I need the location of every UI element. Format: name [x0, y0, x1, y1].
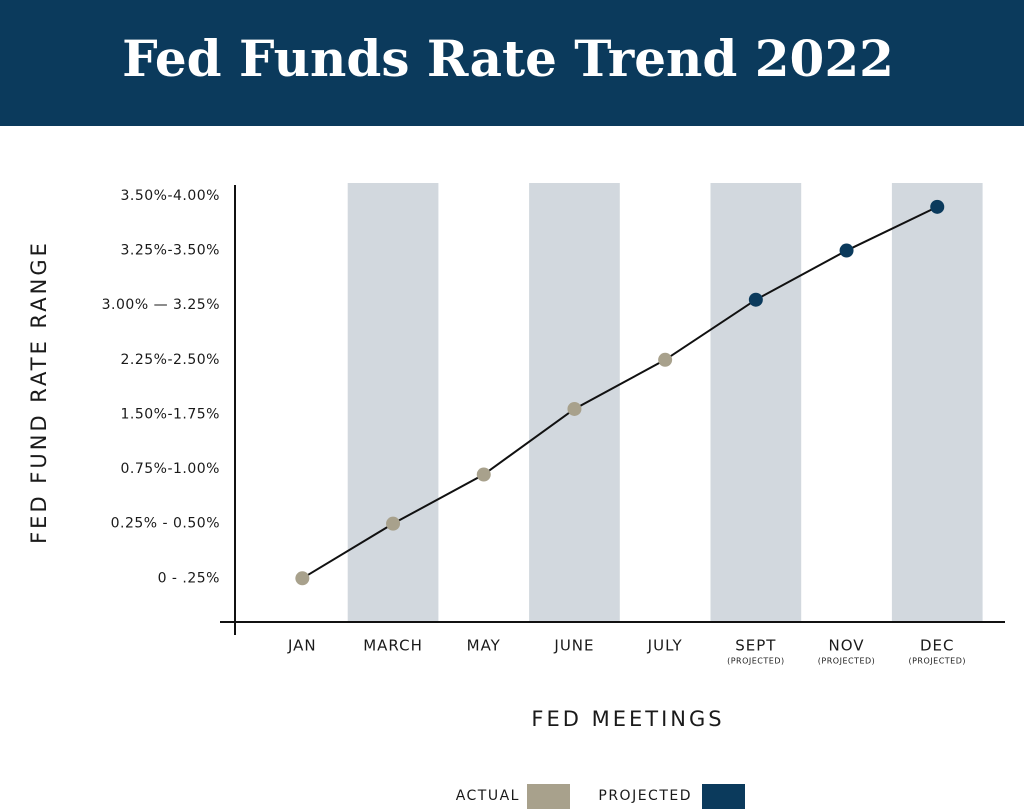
x-tick-label: MARCH	[363, 637, 423, 655]
data-point	[748, 292, 763, 307]
legend-label: ACTUAL	[456, 788, 520, 804]
data-point	[567, 401, 582, 416]
column-band	[347, 183, 439, 622]
y-tick-label: 3.25%-3.50%	[120, 243, 220, 259]
y-axis-title: FED FUND RATE RANGE	[27, 240, 51, 544]
data-point	[295, 571, 310, 586]
x-axis-title: FED MEETINGS	[531, 707, 724, 731]
x-tick-label: JAN	[287, 637, 317, 655]
x-tick-label: NOV	[829, 637, 865, 655]
x-tick-label: SEPT	[735, 637, 776, 655]
legend-swatch	[702, 784, 745, 809]
y-tick-label: 1.50%-1.75%	[120, 406, 220, 422]
x-tick-label: MAY	[467, 637, 501, 655]
trend-line	[301, 205, 938, 580]
y-tick-label: 2.25%-2.50%	[120, 352, 220, 368]
column-band	[891, 183, 983, 622]
column-band	[710, 183, 802, 622]
x-tick-sublabel: (PROJECTED)	[908, 657, 966, 666]
y-tick-label: 3.50%-4.00%	[120, 188, 220, 204]
x-tick-label: JUNE	[553, 637, 594, 655]
x-tick-sublabel: (PROJECTED)	[818, 657, 876, 666]
chart-title: Fed Funds Rate Trend 2022	[122, 29, 894, 88]
y-tick-label: 3.00% — 3.25%	[102, 297, 220, 313]
y-tick-label: 0.75%-1.00%	[120, 461, 220, 477]
y-tick-label: 0 - .25%	[158, 570, 220, 586]
header	[0, 0, 1024, 126]
data-point	[476, 467, 491, 482]
data-point	[930, 199, 945, 214]
data-point	[839, 243, 854, 258]
x-tick-label: DEC	[920, 637, 955, 655]
x-tick-sublabel: (PROJECTED)	[727, 657, 785, 666]
data-point	[386, 516, 401, 531]
legend-label: PROJECTED	[598, 788, 692, 804]
y-tick-label: 0.25% - 0.50%	[111, 516, 220, 532]
legend-swatch	[527, 784, 570, 809]
data-point	[658, 352, 673, 367]
x-tick-label: JULY	[647, 637, 683, 655]
